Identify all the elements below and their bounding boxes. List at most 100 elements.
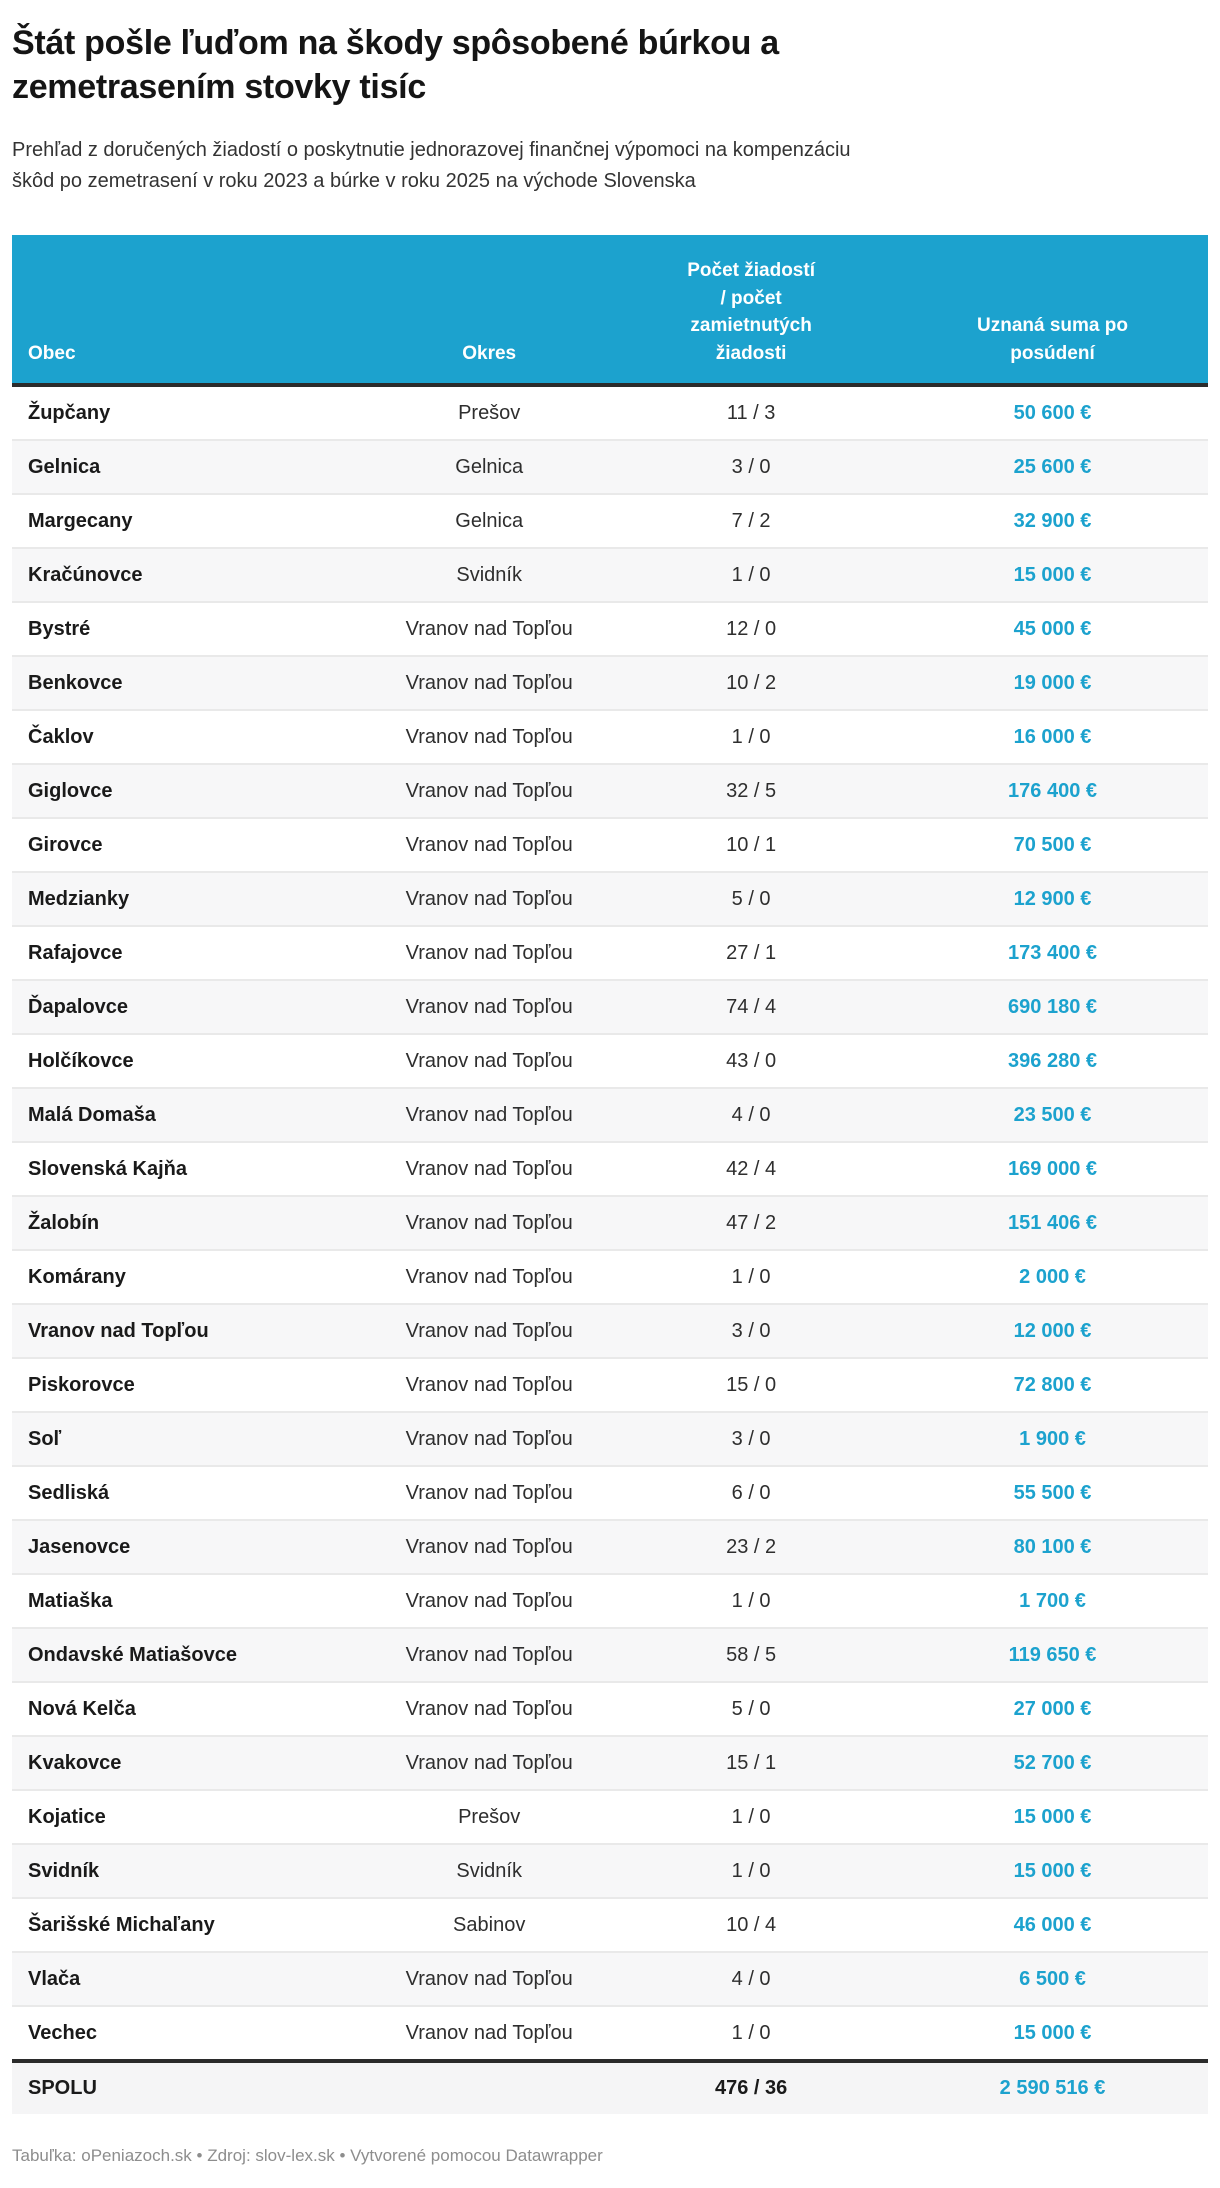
table-row: Svidník Svidník 1 / 0 15 000 € bbox=[12, 1843, 1208, 1899]
cell-obec: Rafajovce bbox=[12, 925, 374, 981]
total-row: SPOLU 476 / 36 2 590 516 € bbox=[12, 2059, 1208, 2115]
cell-obec: Slovenská Kajňa bbox=[12, 1141, 374, 1197]
cell-suma: 70 500 € bbox=[897, 817, 1208, 873]
table-row: Malá Domaša Vranov nad Topľou 4 / 0 23 500 … bbox=[12, 1087, 1208, 1143]
cell-suma: 690 180 € bbox=[897, 979, 1208, 1035]
cell-pocet: 10 / 2 bbox=[605, 655, 898, 711]
cell-pocet: 10 / 1 bbox=[605, 817, 898, 873]
caption-source-link[interactable]: slov-lex.sk bbox=[255, 2146, 335, 2166]
cell-obec: Sedliská bbox=[12, 1465, 374, 1521]
cell-suma: 27 000 € bbox=[897, 1681, 1208, 1737]
cell-okres: Vranov nad Topľou bbox=[373, 655, 606, 711]
cell-pocet: 1 / 0 bbox=[605, 1789, 898, 1845]
cell-obec: Jasenovce bbox=[12, 1519, 374, 1575]
cell-pocet: 23 / 2 bbox=[605, 1519, 898, 1575]
cell-okres: Gelnica bbox=[373, 439, 606, 495]
cell-suma: 15 000 € bbox=[897, 2005, 1208, 2062]
cell-obec: Nová Kelča bbox=[12, 1681, 374, 1737]
compensation-table: Obec Okres Počet žiadostí / počet zamiet… bbox=[12, 235, 1208, 2115]
cell-obec: Soľ bbox=[12, 1411, 374, 1467]
table-row: Kojatice Prešov 1 / 0 15 000 € bbox=[12, 1789, 1208, 1845]
total-okres-empty bbox=[373, 2059, 606, 2115]
cell-obec: Girovce bbox=[12, 817, 374, 873]
cell-obec: Vlača bbox=[12, 1951, 374, 2007]
table-row: Rafajovce Vranov nad Topľou 27 / 1 173 400 … bbox=[12, 925, 1208, 981]
cell-okres: Vranov nad Topľou bbox=[373, 1573, 606, 1629]
cell-okres: Vranov nad Topľou bbox=[373, 1195, 606, 1251]
cell-obec: Bystré bbox=[12, 601, 374, 657]
table-row: Čaklov Vranov nad Topľou 1 / 0 16 000 € bbox=[12, 709, 1208, 765]
cell-suma: 32 900 € bbox=[897, 493, 1208, 549]
table-header-row: Obec Okres Počet žiadostí / počet zamiet… bbox=[12, 235, 1208, 388]
table-row: Giglovce Vranov nad Topľou 32 / 5 176 400 € bbox=[12, 763, 1208, 819]
total-label: SPOLU bbox=[12, 2059, 374, 2115]
cell-pocet: 3 / 0 bbox=[605, 439, 898, 495]
caption-datawrapper-link[interactable]: Datawrapper bbox=[505, 2146, 603, 2166]
cell-suma: 12 000 € bbox=[897, 1303, 1208, 1359]
cell-pocet: 10 / 4 bbox=[605, 1897, 898, 1953]
caption-separator-1: • bbox=[191, 2146, 208, 2166]
cell-suma: 396 280 € bbox=[897, 1033, 1208, 1089]
caption-source-label: Zdroj: bbox=[207, 2146, 256, 2166]
cell-pocet: 1 / 0 bbox=[605, 709, 898, 765]
page-subtitle-line-2: škôd po zemetrasení v roku 2023 a búrke … bbox=[12, 170, 696, 193]
cell-okres: Svidník bbox=[373, 1843, 606, 1899]
column-header-obec: Obec bbox=[12, 235, 374, 388]
cell-suma: 15 000 € bbox=[897, 1843, 1208, 1899]
cell-suma: 55 500 € bbox=[897, 1465, 1208, 1521]
cell-okres: Vranov nad Topľou bbox=[373, 1087, 606, 1143]
table-body: Župčany Prešov 11 / 3 50 600 € Gelnica Gelnic… bbox=[12, 385, 1208, 2062]
cell-obec: Komárany bbox=[12, 1249, 374, 1305]
table-row: Margecany Gelnica 7 / 2 32 900 € bbox=[12, 493, 1208, 549]
caption-table-source-link[interactable]: oPeniazoch.sk bbox=[81, 2146, 192, 2166]
cell-obec: Malá Domaša bbox=[12, 1087, 374, 1143]
table-row: Ďapalovce Vranov nad Topľou 74 / 4 690 180 … bbox=[12, 979, 1208, 1035]
cell-obec: Benkovce bbox=[12, 655, 374, 711]
cell-suma: 169 000 € bbox=[897, 1141, 1208, 1197]
cell-okres: Vranov nad Topľou bbox=[373, 1411, 606, 1467]
cell-suma: 12 900 € bbox=[897, 871, 1208, 927]
cell-okres: Vranov nad Topľou bbox=[373, 871, 606, 927]
cell-okres: Vranov nad Topľou bbox=[373, 1519, 606, 1575]
cell-obec: Piskorovce bbox=[12, 1357, 374, 1413]
cell-pocet: 1 / 0 bbox=[605, 1249, 898, 1305]
cell-pocet: 1 / 0 bbox=[605, 2005, 898, 2062]
table-row: Kvakovce Vranov nad Topľou 15 / 1 52 700 € bbox=[12, 1735, 1208, 1791]
table-row: Girovce Vranov nad Topľou 10 / 1 70 500 € bbox=[12, 817, 1208, 873]
cell-suma: 176 400 € bbox=[897, 763, 1208, 819]
cell-obec: Ďapalovce bbox=[12, 979, 374, 1035]
table-row: Medzianky Vranov nad Topľou 5 / 0 12 900 € bbox=[12, 871, 1208, 927]
table-row: Ondavské Matiašovce Vranov nad Topľou 58 /… bbox=[12, 1627, 1208, 1683]
cell-pocet: 1 / 0 bbox=[605, 1573, 898, 1629]
cell-suma: 72 800 € bbox=[897, 1357, 1208, 1413]
table-row: Župčany Prešov 11 / 3 50 600 € bbox=[12, 385, 1208, 440]
table-row: Vechec Vranov nad Topľou 1 / 0 15 000 € bbox=[12, 2005, 1208, 2062]
cell-okres: Vranov nad Topľou bbox=[373, 979, 606, 1035]
cell-suma: 19 000 € bbox=[897, 655, 1208, 711]
cell-okres: Prešov bbox=[458, 402, 521, 425]
cell-pocet: 42 / 4 bbox=[605, 1141, 898, 1197]
table-row: Jasenovce Vranov nad Topľou 23 / 2 80 100 € bbox=[12, 1519, 1208, 1575]
cell-pocet: 3 / 0 bbox=[605, 1411, 898, 1467]
cell-obec: Svidník bbox=[12, 1843, 374, 1899]
cell-suma: 151 406 € bbox=[897, 1195, 1208, 1251]
page-title-line-1: Štát pošle ľuďom na škody spôsobené búrk… bbox=[12, 24, 779, 62]
cell-suma: 1 700 € bbox=[897, 1573, 1208, 1629]
cell-suma: 119 650 € bbox=[897, 1627, 1208, 1683]
column-header-pocet-ziadosti: Počet žiadostí / počet zamietnutých žiad… bbox=[605, 235, 898, 388]
cell-pocet: 1 / 0 bbox=[605, 547, 898, 603]
cell-suma: 15 000 € bbox=[897, 547, 1208, 603]
table-row: Sedliská Vranov nad Topľou 6 / 0 55 500 € bbox=[12, 1465, 1208, 1521]
table-row: Bystré Vranov nad Topľou 12 / 0 45 000 € bbox=[12, 601, 1208, 657]
cell-pocet: 12 / 0 bbox=[605, 601, 898, 657]
column-header-uznana-suma: Uznaná suma po posúdení bbox=[897, 235, 1208, 388]
cell-okres: Vranov nad Topľou bbox=[373, 1357, 606, 1413]
cell-obec: Kojatice bbox=[12, 1789, 374, 1845]
table-row: Šarišské Michaľany Sabinov 10 / 4 46 000 € bbox=[12, 1897, 1208, 1953]
cell-suma: 16 000 € bbox=[897, 709, 1208, 765]
cell-suma: 45 000 € bbox=[897, 601, 1208, 657]
cell-pocet: 1 / 0 bbox=[605, 1843, 898, 1899]
cell-suma: 80 100 € bbox=[897, 1519, 1208, 1575]
